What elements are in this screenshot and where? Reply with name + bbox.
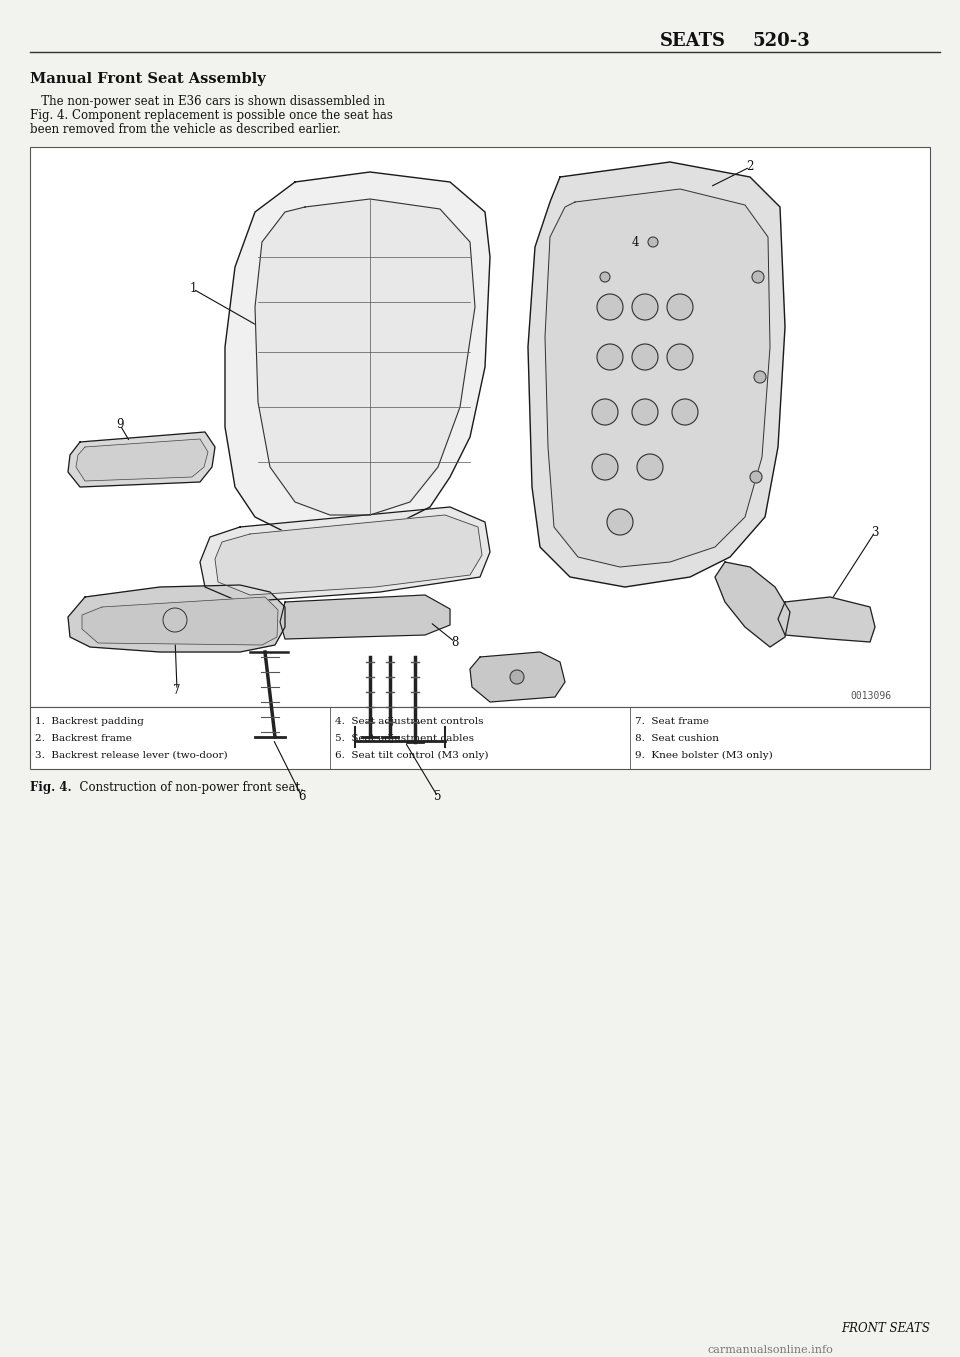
Text: 2.  Backrest frame: 2. Backrest frame <box>35 734 132 744</box>
Text: 6.  Seat tilt control (M3 only): 6. Seat tilt control (M3 only) <box>335 750 489 760</box>
Circle shape <box>754 370 766 383</box>
Polygon shape <box>470 651 565 702</box>
Text: 7: 7 <box>173 684 180 696</box>
Polygon shape <box>68 585 285 651</box>
Circle shape <box>667 294 693 320</box>
Polygon shape <box>225 172 490 537</box>
Text: Construction of non-power front seat.: Construction of non-power front seat. <box>72 782 304 794</box>
Text: 1: 1 <box>189 282 197 296</box>
Circle shape <box>750 471 762 483</box>
Polygon shape <box>215 516 482 594</box>
Text: 5: 5 <box>434 791 442 803</box>
Polygon shape <box>68 432 215 487</box>
Circle shape <box>632 345 658 370</box>
Text: 2: 2 <box>746 160 754 174</box>
Circle shape <box>667 345 693 370</box>
Circle shape <box>597 345 623 370</box>
Text: Fig. 4.: Fig. 4. <box>30 782 72 794</box>
Text: 5.  Seat adjustment cables: 5. Seat adjustment cables <box>335 734 474 744</box>
Circle shape <box>600 271 610 282</box>
Circle shape <box>510 670 524 684</box>
Polygon shape <box>82 597 278 645</box>
Text: 9.  Knee bolster (M3 only): 9. Knee bolster (M3 only) <box>635 750 773 760</box>
Text: 8: 8 <box>451 635 459 649</box>
Text: 0013096: 0013096 <box>850 691 891 702</box>
Polygon shape <box>280 594 450 639</box>
Text: 3: 3 <box>872 525 878 539</box>
Polygon shape <box>715 562 790 647</box>
Text: 1.  Backrest padding: 1. Backrest padding <box>35 716 144 726</box>
Circle shape <box>672 399 698 425</box>
Text: 8.  Seat cushion: 8. Seat cushion <box>635 734 719 744</box>
Circle shape <box>632 294 658 320</box>
Text: 4.  Seat adjustment controls: 4. Seat adjustment controls <box>335 716 484 726</box>
Circle shape <box>607 509 633 535</box>
Text: Manual Front Seat Assembly: Manual Front Seat Assembly <box>30 72 266 85</box>
Polygon shape <box>76 440 208 480</box>
Polygon shape <box>528 161 785 588</box>
Text: 6: 6 <box>299 791 305 803</box>
Text: FRONT SEATS: FRONT SEATS <box>841 1322 930 1335</box>
Text: carmanualsonline.info: carmanualsonline.info <box>708 1345 833 1356</box>
Circle shape <box>592 399 618 425</box>
Circle shape <box>597 294 623 320</box>
Text: 7.  Seat frame: 7. Seat frame <box>635 716 709 726</box>
Text: 4: 4 <box>632 236 638 248</box>
Circle shape <box>637 455 663 480</box>
Text: The non-power seat in E36 cars is shown disassembled in: The non-power seat in E36 cars is shown … <box>30 95 385 109</box>
Circle shape <box>592 455 618 480</box>
Polygon shape <box>545 189 770 567</box>
Polygon shape <box>200 508 490 603</box>
Text: 3.  Backrest release lever (two-door): 3. Backrest release lever (two-door) <box>35 750 228 760</box>
Circle shape <box>163 608 187 632</box>
Bar <box>30 707 930 769</box>
Text: been removed from the vehicle as described earlier.: been removed from the vehicle as describ… <box>30 123 341 136</box>
Circle shape <box>752 271 764 284</box>
Polygon shape <box>778 597 875 642</box>
Circle shape <box>648 237 658 247</box>
Circle shape <box>632 399 658 425</box>
Text: Fig. 4. Component replacement is possible once the seat has: Fig. 4. Component replacement is possibl… <box>30 109 393 122</box>
Text: 520-3: 520-3 <box>752 33 809 50</box>
Text: SEATS: SEATS <box>660 33 726 50</box>
Text: 9: 9 <box>116 418 124 432</box>
Polygon shape <box>255 199 475 516</box>
Bar <box>30 147 930 707</box>
